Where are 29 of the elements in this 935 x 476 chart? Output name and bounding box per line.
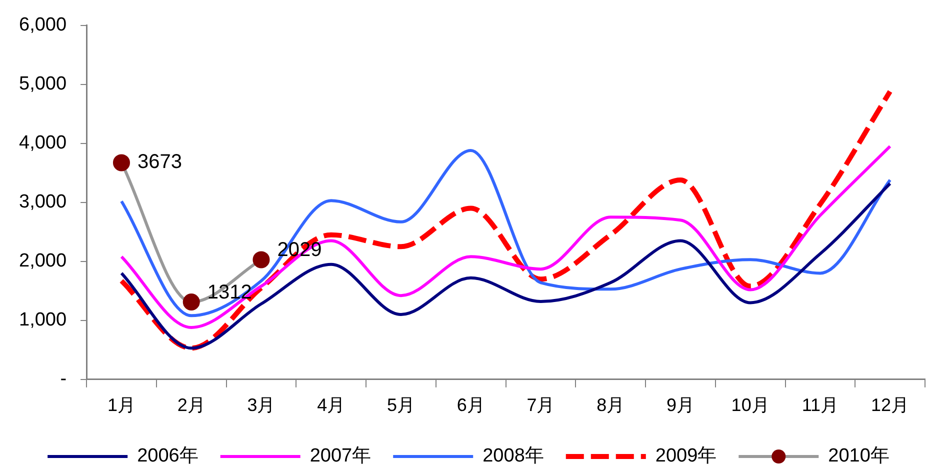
- y-tick-label: 6,000: [19, 14, 67, 36]
- point: [252, 251, 270, 268]
- x-tick-label: 8月: [596, 395, 625, 416]
- y-tick-label: 2,000: [19, 250, 67, 272]
- y-tick-label: 3,000: [19, 192, 67, 213]
- legend-label: 2007年: [310, 446, 372, 467]
- y-tick-label: 1,000: [19, 310, 67, 331]
- y-tick-label: 5,000: [19, 74, 67, 95]
- x-tick-label: 5月: [386, 395, 415, 416]
- x-tick-label: 6月: [456, 395, 485, 416]
- x-tick-label: 10月: [731, 395, 770, 416]
- point: [112, 154, 130, 172]
- data-label: 3673: [137, 151, 182, 174]
- legend-label: 2009年: [655, 446, 717, 467]
- legend-label: 2008年: [482, 446, 544, 467]
- x-tick-label: 1月: [107, 395, 136, 416]
- x-tick-label: 2月: [177, 395, 206, 416]
- point: [182, 293, 200, 310]
- x-tick-label: 4月: [317, 395, 346, 416]
- line-series: [120, 182, 892, 350]
- x-tick-label: 7月: [526, 395, 555, 416]
- y-tick-label: -: [60, 368, 67, 390]
- x-tick-label: 11月: [802, 395, 839, 416]
- legend-label: 2006年: [137, 446, 198, 467]
- x-tick-label: 12月: [871, 395, 910, 416]
- y-tick-label: 4,000: [19, 132, 67, 154]
- x-tick-label: 3月: [247, 395, 276, 416]
- legend-label: 2010年: [828, 446, 890, 467]
- x-tick-label: 9月: [666, 395, 694, 416]
